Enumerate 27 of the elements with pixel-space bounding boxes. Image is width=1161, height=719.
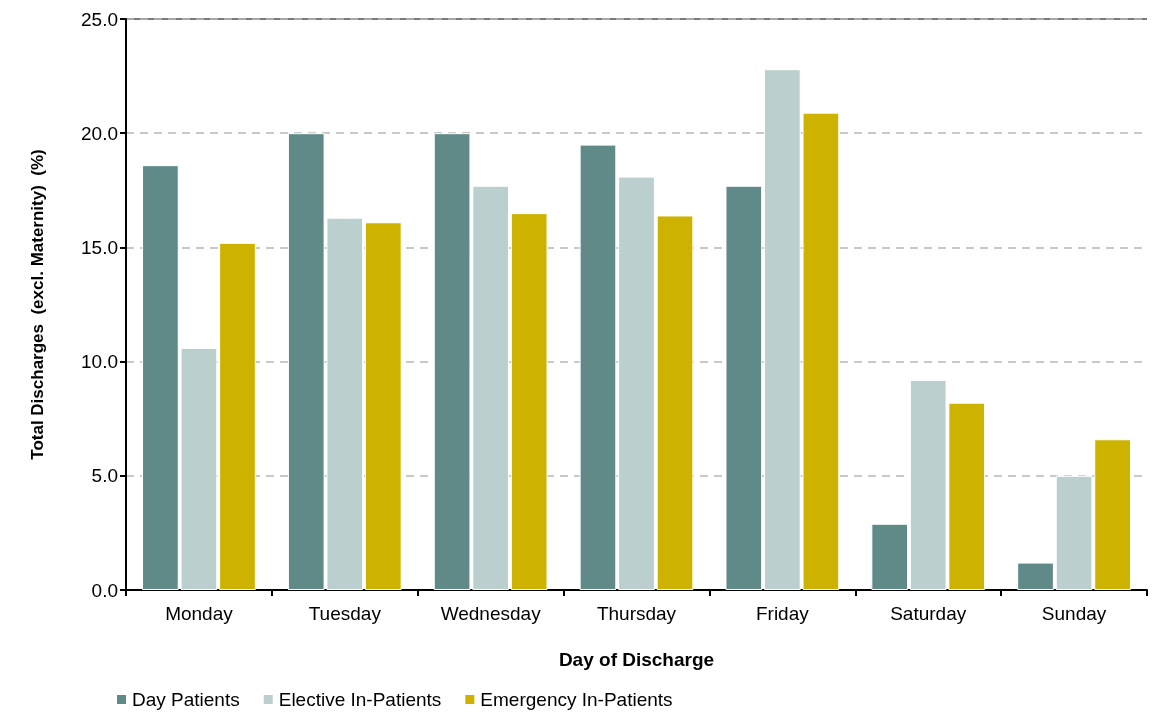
- x-tick-label: Friday: [755, 603, 810, 624]
- x-tick-label: Wednesday: [440, 603, 542, 624]
- x-tick-label: Thursday: [596, 603, 677, 624]
- bar: [725, 185, 763, 590]
- y-tick-label: 5.0: [91, 465, 118, 487]
- bar: [219, 242, 256, 590]
- y-tick-label: 15.0: [81, 236, 118, 258]
- bar: [871, 523, 909, 590]
- bar: [364, 222, 402, 590]
- bar: [618, 176, 655, 590]
- legend-label: Emergency In-Patients: [480, 689, 673, 710]
- legend-label: Elective In-Patients: [278, 689, 442, 710]
- x-axis-title: Day of Discharge: [558, 649, 715, 670]
- y-tick-label: 20.0: [81, 122, 118, 144]
- y-tick-label: 25.0: [81, 8, 118, 30]
- legend-label: Day Patients: [132, 689, 240, 710]
- x-tick-label: Monday: [165, 603, 234, 624]
- bar: [1017, 562, 1054, 590]
- x-tick-label: Saturday: [890, 603, 967, 624]
- y-axis-title: Total Discharges (excl. Maternity) (%): [28, 149, 47, 460]
- y-tick-label: 0.0: [91, 579, 118, 601]
- bar: [510, 213, 548, 590]
- x-tick-label: Sunday: [1041, 603, 1107, 624]
- bar: [579, 144, 617, 590]
- y-tick-label: 10.0: [81, 351, 118, 373]
- bar: [656, 215, 694, 590]
- x-tick-label: Tuesday: [308, 603, 382, 624]
